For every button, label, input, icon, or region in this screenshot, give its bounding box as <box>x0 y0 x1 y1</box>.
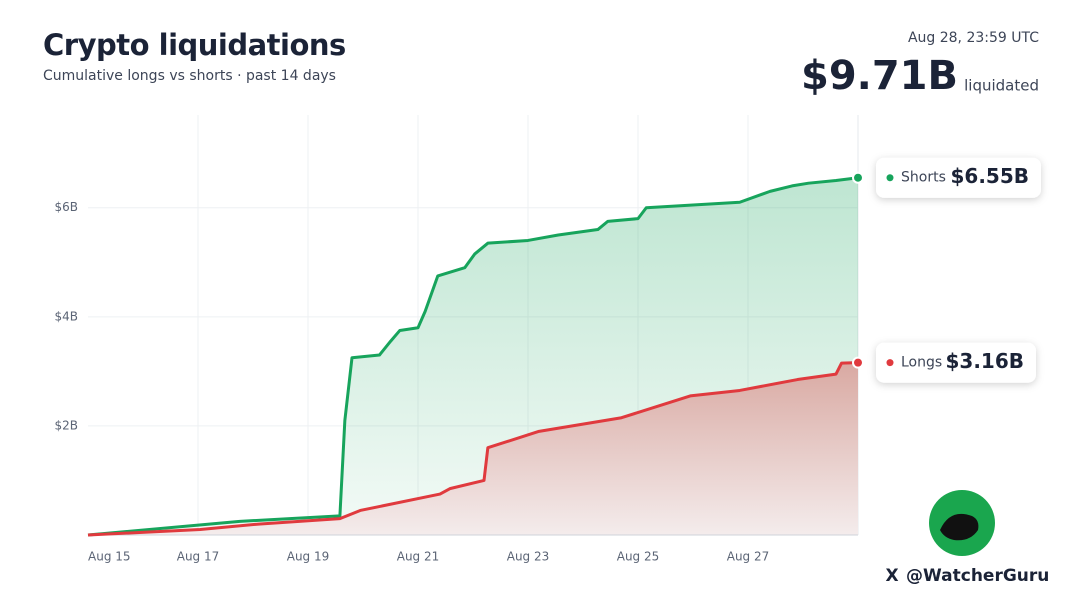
x-tick-label: Aug 27 <box>727 550 770 564</box>
callout-box <box>876 157 1041 198</box>
brand-handle: @WatcherGuru <box>906 566 1049 586</box>
total-caption: liquidated <box>964 77 1039 95</box>
x-tick-label: Aug 25 <box>617 550 660 564</box>
y-tick-label: $2B <box>54 418 78 432</box>
x-tick-label: Aug 17 <box>177 550 220 564</box>
value-label: $6.55B <box>950 164 1029 188</box>
value-label: $3.16B <box>945 349 1024 373</box>
callout: Longs $3.16B <box>876 342 1036 383</box>
chart-subtitle: Cumulative longs vs shorts · past 14 day… <box>43 68 336 84</box>
chart-title: Crypto liquidations <box>43 28 346 62</box>
end-point <box>852 356 864 369</box>
legend-swatch <box>886 359 894 367</box>
plot-area: $2B $4B $6B Aug 15 Aug 17 Aug 19 Aug 21 Aug 23 A… <box>54 115 1041 564</box>
end-point <box>852 171 864 184</box>
x-tick-label: Aug 23 <box>507 550 550 564</box>
total-value: $9.71B <box>801 53 958 99</box>
x-tick-label: Aug 21 <box>397 550 440 564</box>
callout-box <box>876 342 1036 383</box>
legend-swatch <box>886 174 894 182</box>
x-tick-label: Aug 15 <box>88 550 131 564</box>
series-line <box>87 176 859 537</box>
timestamp: Aug 28, 23:59 UTC <box>908 30 1039 46</box>
brand-icon: X <box>885 566 898 586</box>
legend-label: Shorts <box>901 170 946 186</box>
x-tick-label: Aug 19 <box>287 550 330 564</box>
y-tick-label: $4B <box>54 309 78 323</box>
callout: Shorts $6.55B <box>876 157 1041 198</box>
y-tick-label: $6B <box>54 200 78 214</box>
area <box>88 362 858 535</box>
series-line <box>87 361 859 537</box>
legend-label: Longs <box>901 355 942 371</box>
brand-logo-whale <box>940 513 979 541</box>
